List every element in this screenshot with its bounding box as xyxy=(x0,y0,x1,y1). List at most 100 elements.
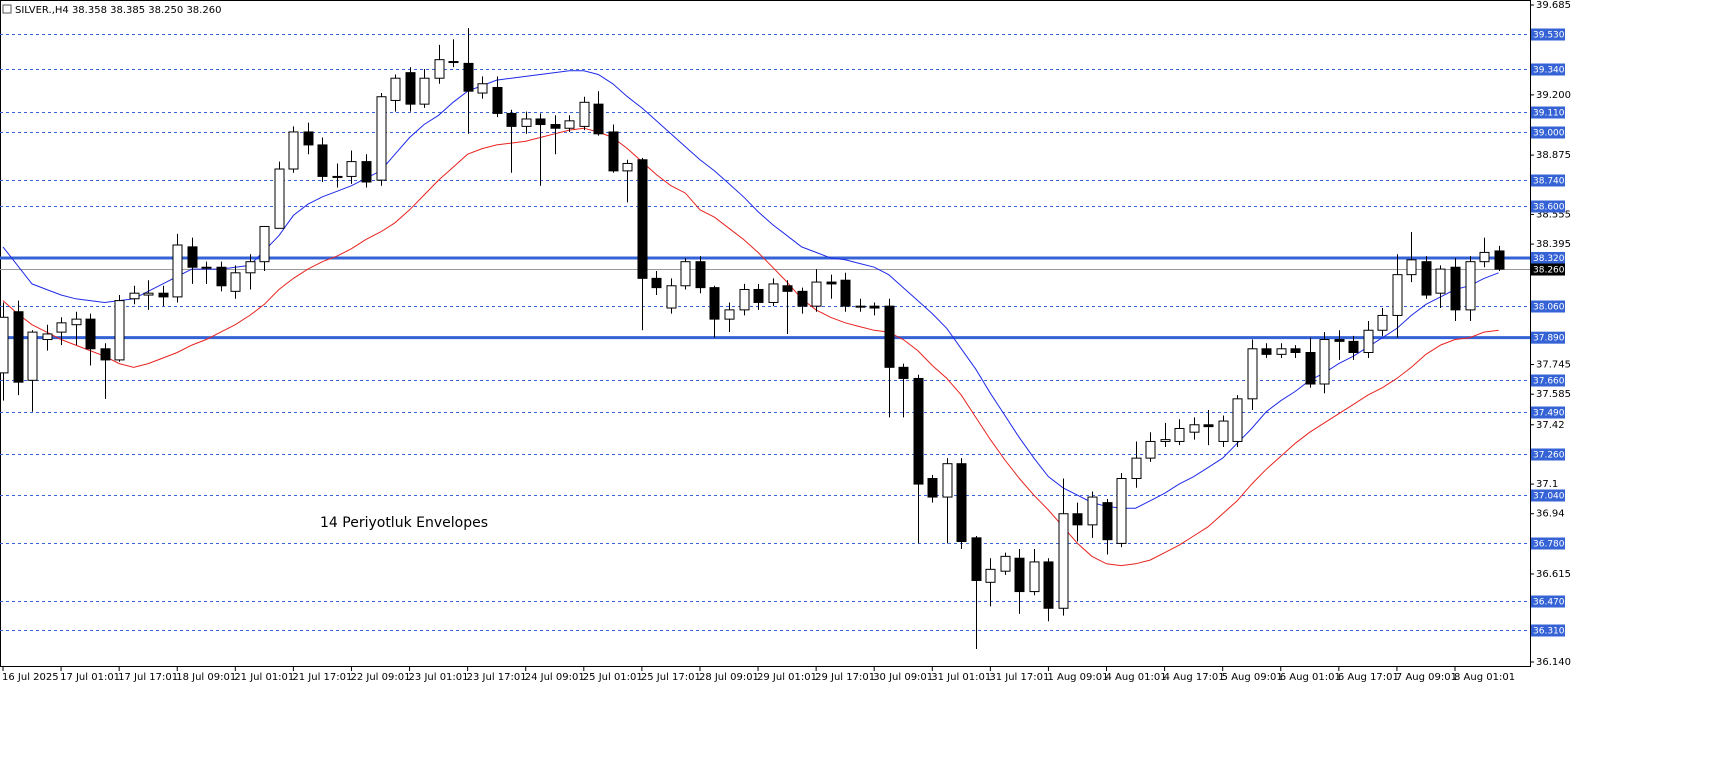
candle-body xyxy=(1494,250,1505,270)
candle-body xyxy=(753,288,764,303)
candle-body xyxy=(56,322,67,333)
candle-body xyxy=(42,333,53,341)
level-label: 38.600 xyxy=(1531,200,1565,213)
candle-body xyxy=(985,568,996,583)
candle-body xyxy=(1116,478,1127,544)
x-tick-label: 31 Jul 17:01 xyxy=(989,672,1049,683)
x-tick-label: 4 Aug 17:01 xyxy=(1164,672,1225,683)
candle-body xyxy=(129,292,140,300)
candle-body xyxy=(274,168,285,229)
level-label: 36.310 xyxy=(1531,624,1565,637)
candle-body xyxy=(637,159,648,279)
x-tick-label: 17 Jul 01:01 xyxy=(60,672,120,683)
level-label-text: 36.470 xyxy=(1533,598,1565,608)
candle-body xyxy=(956,463,967,543)
candle-body xyxy=(826,281,837,285)
candle-body xyxy=(1377,314,1388,331)
x-tick-label: 4 Aug 01:01 xyxy=(1106,672,1167,683)
candle-body xyxy=(85,318,96,350)
current-price-label-text: 38.260 xyxy=(1533,266,1565,276)
candle-body xyxy=(797,290,808,307)
candle-body xyxy=(1189,424,1200,433)
candle-body xyxy=(100,348,111,361)
envelope-line xyxy=(2,127,1499,567)
candle-body xyxy=(1435,268,1446,294)
y-tick-label: 38.875 xyxy=(1536,150,1571,161)
x-tick-label: 21 Jul 17:01 xyxy=(292,672,352,683)
candle-body xyxy=(346,161,357,177)
candle-body xyxy=(1174,427,1185,442)
candle-body xyxy=(1465,261,1476,311)
candle-body xyxy=(579,101,590,127)
candle-body xyxy=(608,131,619,172)
symbol-icon xyxy=(2,4,12,14)
candle-body xyxy=(1450,266,1461,311)
x-tick-label: 28 Jul 09:01 xyxy=(699,672,759,683)
level-label-box xyxy=(1531,28,1565,41)
key-level-label-text: 38.320 xyxy=(1533,254,1565,264)
candle-body xyxy=(114,300,125,361)
candle-body xyxy=(216,266,227,287)
level-label: 37.660 xyxy=(1531,374,1565,387)
y-tick-label: 37.585 xyxy=(1536,389,1571,400)
candle-body xyxy=(942,463,953,498)
candle-body xyxy=(1348,340,1359,353)
level-label: 37.490 xyxy=(1531,406,1565,419)
x-tick-label: 31 Jul 01:01 xyxy=(931,672,991,683)
level-label-box xyxy=(1531,200,1565,213)
level-label: 38.060 xyxy=(1531,300,1565,313)
level-label-text: 38.740 xyxy=(1533,177,1565,187)
candle-body xyxy=(1392,274,1403,316)
level-label: 39.530 xyxy=(1531,28,1565,41)
candle-body xyxy=(448,61,459,64)
candle-body xyxy=(1319,339,1330,385)
candle-body xyxy=(0,316,9,374)
candle-body xyxy=(840,279,851,307)
candle-body xyxy=(1305,351,1316,385)
candle-body xyxy=(259,225,270,263)
level-label-box xyxy=(1531,374,1565,387)
candle-body xyxy=(622,162,633,172)
level-label-box xyxy=(1531,595,1565,608)
candle-body xyxy=(666,285,677,309)
x-tick-label: 8 Aug 01:01 xyxy=(1454,672,1515,683)
candle-body xyxy=(13,311,24,383)
candle-body xyxy=(71,318,82,326)
x-tick-label: 23 Jul 01:01 xyxy=(409,672,469,683)
level-label: 39.340 xyxy=(1531,63,1565,76)
candle-body xyxy=(332,175,343,178)
x-tick-label: 25 Jul 01:01 xyxy=(583,672,643,683)
level-label: 37.260 xyxy=(1531,448,1565,461)
candle-body xyxy=(1145,440,1156,459)
candle-body xyxy=(680,261,691,287)
key-level-label-text: 37.890 xyxy=(1533,334,1565,344)
current-price-label-box xyxy=(1531,263,1565,276)
candle-body xyxy=(158,292,169,298)
candle-body xyxy=(1160,439,1171,442)
candle-body xyxy=(1131,457,1142,480)
candle-body xyxy=(521,118,532,127)
candle-body xyxy=(971,537,982,581)
level-label: 38.740 xyxy=(1531,174,1565,187)
chart-title: SILVER.,H4 38.358 38.385 38.250 38.260 xyxy=(15,5,221,16)
level-label-text: 37.040 xyxy=(1533,492,1565,502)
x-tick-label: 17 Jul 17:01 xyxy=(118,672,178,683)
level-label-text: 39.340 xyxy=(1533,66,1565,76)
candle-body xyxy=(405,72,416,105)
level-label-box xyxy=(1531,174,1565,187)
candle-body xyxy=(303,131,314,146)
candle-body xyxy=(811,281,822,307)
level-label: 36.780 xyxy=(1531,537,1565,550)
y-tick-label: 38.395 xyxy=(1536,239,1571,250)
y-tick-label: 38.555 xyxy=(1536,209,1571,220)
level-label-text: 38.600 xyxy=(1533,203,1565,213)
candle-body xyxy=(695,261,706,289)
level-label-text: 37.260 xyxy=(1533,451,1565,461)
candle-body xyxy=(1029,561,1040,593)
candle-body xyxy=(1334,339,1345,342)
candle-body xyxy=(477,83,488,94)
candle-body xyxy=(1406,259,1417,276)
candle-body xyxy=(1058,513,1069,609)
level-label-box xyxy=(1531,126,1565,139)
